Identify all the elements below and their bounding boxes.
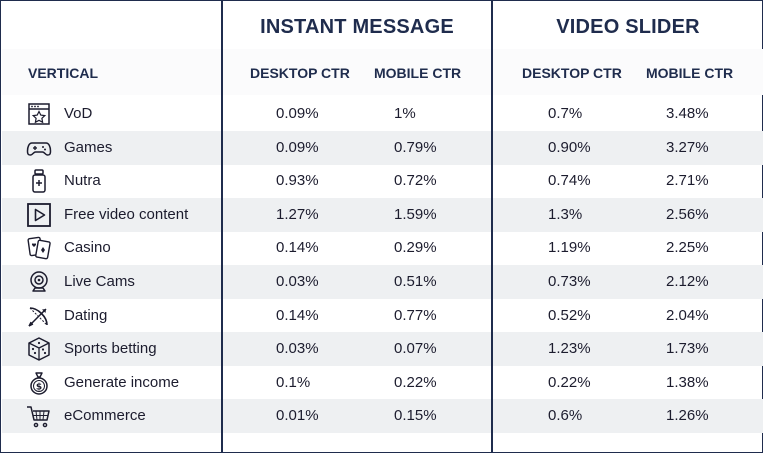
im-desktop-ctr: 0.09% xyxy=(276,105,319,122)
vertical-name: Casino xyxy=(64,239,111,257)
table-row: Free video content 1.27% 1.59% 1.3% 2.56% xyxy=(2,197,763,232)
vs-mobile-ctr: 2.56% xyxy=(666,205,709,223)
shopping-cart-icon xyxy=(26,403,52,429)
playing-cards-icon xyxy=(26,235,52,261)
play-button-icon xyxy=(26,202,52,228)
vs-desktop-ctr: 0.74% xyxy=(548,172,591,190)
supplement-bottle-icon xyxy=(26,168,52,194)
column-header-im-mobile-ctr: MOBILE CTR xyxy=(374,65,462,81)
group-title-instant-message: INSTANT MESSAGE xyxy=(260,16,454,38)
bow-and-arrow-icon xyxy=(26,303,52,329)
im-mobile-ctr: 0.77% xyxy=(394,306,437,324)
vs-mobile-ctr: 1.38% xyxy=(666,373,709,391)
divider-video-slider xyxy=(491,1,493,452)
im-desktop-ctr: 0.03% xyxy=(276,273,319,290)
vs-mobile-ctr: 2.04% xyxy=(666,306,709,324)
vertical-name: Games xyxy=(64,138,113,156)
vs-mobile-ctr: 1.26% xyxy=(666,407,709,425)
table-row: $ Generate income 0.1% 0.22% 0.22% 1.38% xyxy=(2,366,763,400)
vertical-name: eCommerce xyxy=(64,407,146,425)
im-desktop-ctr: 0.93% xyxy=(276,172,319,190)
gamepad-icon xyxy=(26,135,52,161)
table-row: VoD 0.09% 1% 0.7% 3.48% xyxy=(2,97,763,131)
im-desktop-ctr: 1.27% xyxy=(276,205,319,223)
table-row: Games 0.09% 0.79% 0.90% 3.27% xyxy=(2,130,763,165)
vs-desktop-ctr: 0.90% xyxy=(548,138,591,156)
table-row: eCommerce 0.01% 0.15% 0.6% 1.26% xyxy=(2,399,763,434)
money-bag-icon: $ xyxy=(26,370,52,396)
table-row: Casino 0.14% 0.29% 1.19% 2.25% xyxy=(2,231,763,265)
vertical-name: VoD xyxy=(64,105,93,122)
vs-desktop-ctr: 1.23% xyxy=(548,340,591,358)
vs-mobile-ctr: 2.71% xyxy=(666,172,709,190)
table-row: Sports betting 0.03% 0.07% 1.23% 1.73% xyxy=(2,332,763,367)
im-desktop-ctr: 0.01% xyxy=(276,407,319,425)
vs-mobile-ctr: 1.73% xyxy=(666,340,709,358)
im-desktop-ctr: 0.14% xyxy=(276,239,319,257)
vs-desktop-ctr: 0.7% xyxy=(548,105,583,122)
vs-mobile-ctr: 2.25% xyxy=(666,239,709,257)
column-header-im-desktop-ctr: DESKTOP CTR xyxy=(250,65,350,81)
vertical-name: Sports betting xyxy=(64,340,157,358)
column-header-vs-desktop-ctr: DESKTOP CTR xyxy=(522,65,622,81)
vs-desktop-ctr: 0.73% xyxy=(548,273,591,290)
vertical-name: Dating xyxy=(64,306,108,324)
vs-desktop-ctr: 0.6% xyxy=(548,407,583,425)
im-desktop-ctr: 0.1% xyxy=(276,373,311,391)
divider-instant-message xyxy=(221,1,223,452)
im-mobile-ctr: 0.79% xyxy=(394,138,437,156)
im-mobile-ctr: 1% xyxy=(394,105,416,122)
dice-icon xyxy=(26,336,52,362)
vs-mobile-ctr: 3.27% xyxy=(666,138,709,156)
im-mobile-ctr: 1.59% xyxy=(394,205,437,223)
vs-desktop-ctr: 1.3% xyxy=(548,205,583,223)
im-mobile-ctr: 0.22% xyxy=(394,373,437,391)
im-mobile-ctr: 0.07% xyxy=(394,340,437,358)
im-desktop-ctr: 0.03% xyxy=(276,340,319,358)
im-desktop-ctr: 0.14% xyxy=(276,306,319,324)
table-row: Dating 0.14% 0.77% 0.52% 2.04% xyxy=(2,299,763,333)
vertical-name: Live Cams xyxy=(64,273,135,290)
im-mobile-ctr: 0.15% xyxy=(394,407,437,425)
webcam-icon xyxy=(26,269,52,295)
im-mobile-ctr: 0.72% xyxy=(394,172,437,190)
vs-desktop-ctr: 0.22% xyxy=(548,373,591,391)
group-title-video-slider: VIDEO SLIDER xyxy=(556,16,700,38)
table-row: Live Cams 0.03% 0.51% 0.73% 2.12% xyxy=(2,265,763,299)
column-header-vs-mobile-ctr: MOBILE CTR xyxy=(646,65,734,81)
vs-mobile-ctr: 3.48% xyxy=(666,105,709,122)
video-on-demand-star-icon xyxy=(26,101,52,127)
vs-desktop-ctr: 0.52% xyxy=(548,306,591,324)
column-header-band xyxy=(2,49,763,95)
vertical-name: Nutra xyxy=(64,172,101,190)
svg-text:$: $ xyxy=(36,382,42,392)
vertical-name: Generate income xyxy=(64,373,180,391)
table-row: Nutra 0.93% 0.72% 0.74% 2.71% xyxy=(2,164,763,198)
column-header-vertical: VERTICAL xyxy=(28,65,98,81)
im-desktop-ctr: 0.09% xyxy=(276,138,319,156)
vertical-name: Free video content xyxy=(64,205,189,223)
im-mobile-ctr: 0.29% xyxy=(394,239,437,257)
im-mobile-ctr: 0.51% xyxy=(394,273,437,290)
vs-desktop-ctr: 1.19% xyxy=(548,239,591,257)
vs-mobile-ctr: 2.12% xyxy=(666,273,709,290)
